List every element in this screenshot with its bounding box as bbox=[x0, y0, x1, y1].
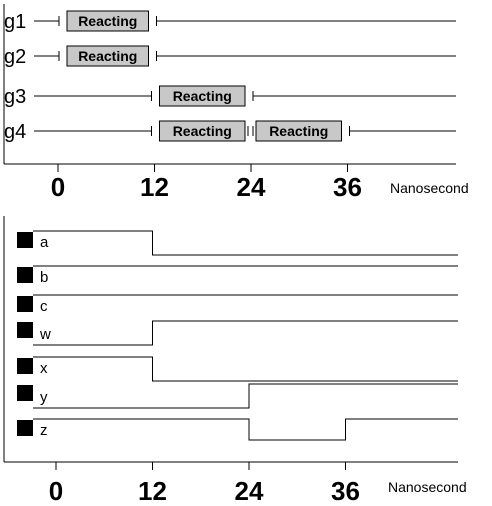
reacting-box bbox=[159, 85, 246, 107]
reacting-box bbox=[255, 120, 342, 142]
signal-waveform-a bbox=[33, 230, 458, 256]
signal-marker-w bbox=[17, 322, 33, 338]
gate-label-g4: g4 bbox=[4, 121, 26, 143]
signal-label-b: b bbox=[40, 269, 48, 286]
x-axis-unit-label: Nanosecond bbox=[388, 479, 467, 495]
reacting-box bbox=[159, 120, 246, 142]
signal-label-w: w bbox=[39, 326, 51, 343]
x-axis-unit-label: Nanosecond bbox=[390, 180, 469, 196]
signal-waveform-z bbox=[33, 418, 458, 441]
signal-label-z: z bbox=[40, 422, 48, 439]
x-tick-label: 36 bbox=[333, 172, 362, 202]
signal-marker-c bbox=[17, 296, 33, 312]
x-tick-label: 24 bbox=[237, 172, 266, 202]
x-tick-label: 12 bbox=[138, 476, 167, 506]
signal-label-c: c bbox=[40, 298, 48, 315]
reacting-box-label: Reacting bbox=[78, 13, 137, 29]
signal-waveform-y bbox=[33, 383, 458, 409]
x-tick-label: 0 bbox=[51, 172, 65, 202]
signal-marker-b bbox=[17, 267, 33, 283]
signal-waveform-w bbox=[33, 320, 458, 346]
reacting-box-label: Reacting bbox=[269, 123, 328, 139]
signal-label-y: y bbox=[40, 389, 48, 406]
x-tick-label: 36 bbox=[331, 476, 360, 506]
reacting-box-label: Reacting bbox=[78, 48, 137, 64]
gate-label-g3: g3 bbox=[4, 86, 26, 108]
x-tick-label: 0 bbox=[49, 476, 63, 506]
reacting-box-label: Reacting bbox=[173, 88, 232, 104]
signal-label-a: a bbox=[40, 234, 49, 251]
signal-marker-x bbox=[17, 358, 33, 374]
reacting-box bbox=[66, 45, 149, 67]
signal-marker-y bbox=[17, 385, 33, 401]
reacting-box bbox=[66, 10, 149, 32]
gate-label-g2: g2 bbox=[4, 46, 26, 68]
signal-marker-a bbox=[17, 232, 33, 248]
signal-waveform-x bbox=[33, 356, 458, 382]
signal-marker-z bbox=[17, 420, 33, 436]
signal-label-x: x bbox=[40, 360, 48, 377]
gate-activity-panel: 0 12 24 36 Nanosecond g1 Reacting g2 Reacting g3 R… bbox=[3, 4, 469, 202]
x-tick-label: 24 bbox=[235, 476, 264, 506]
gate-label-g1: g1 bbox=[4, 11, 26, 33]
x-tick-label: 12 bbox=[140, 172, 169, 202]
reacting-box-label: Reacting bbox=[173, 123, 232, 139]
